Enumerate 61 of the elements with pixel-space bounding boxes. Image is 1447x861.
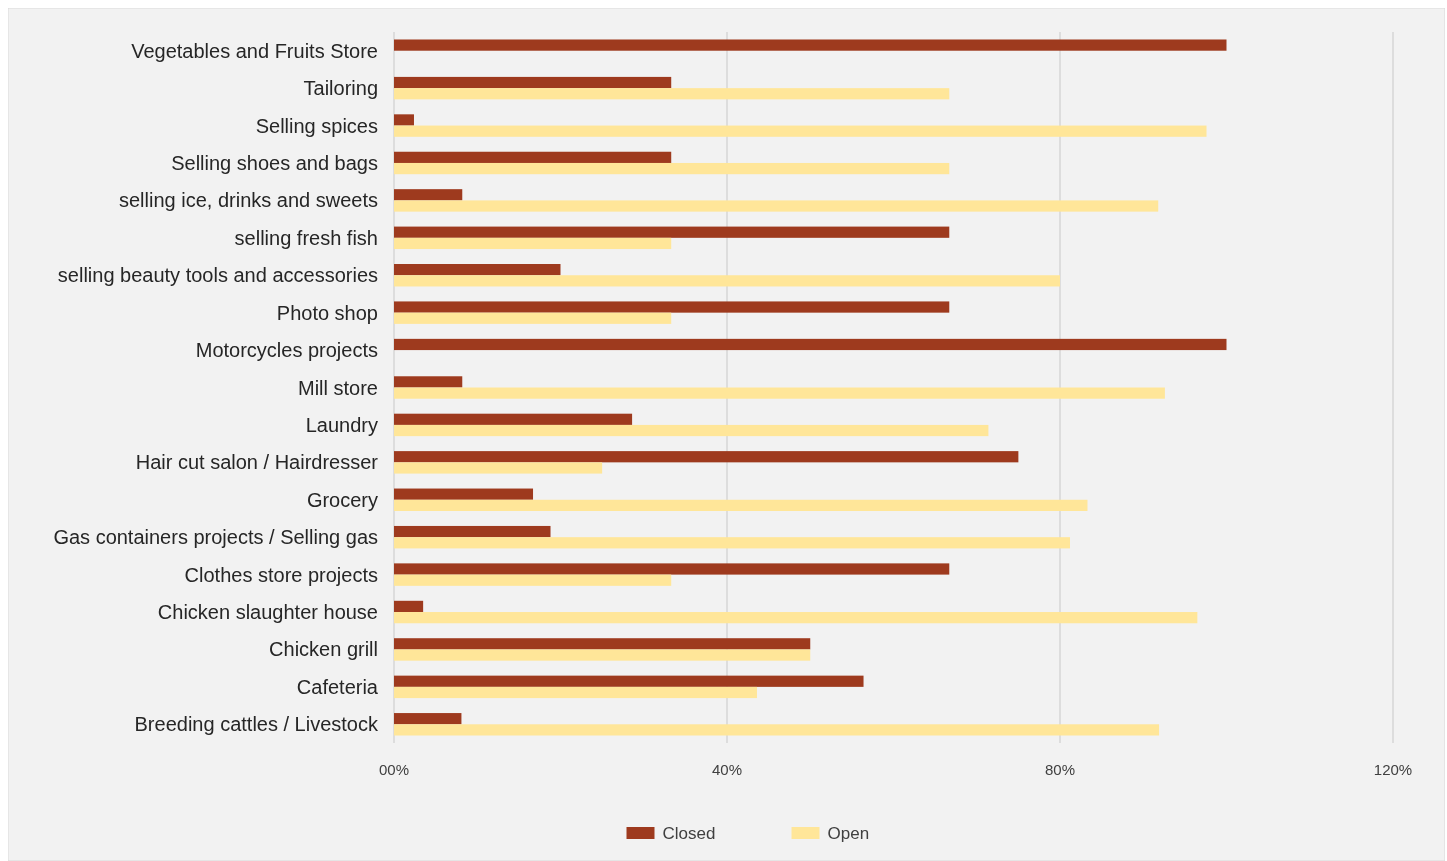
bar — [394, 76, 672, 89]
bar — [394, 713, 462, 725]
y-tick-label: Chicken slaughter house — [157, 601, 378, 624]
x-tick-label: 120% — [1373, 761, 1413, 778]
x-tick-label: 80% — [1044, 761, 1076, 778]
y-tick-label: selling ice, drinks and sweets — [118, 189, 378, 212]
y-tick-label: Selling shoes and bags — [171, 151, 378, 174]
bar — [394, 264, 561, 276]
bar — [394, 39, 1227, 51]
bar — [394, 724, 1160, 736]
bar — [394, 488, 534, 500]
y-tick-label: selling beauty tools and accessories — [57, 264, 378, 287]
x-tick-label: 00% — [378, 761, 410, 778]
bar — [394, 312, 672, 324]
bar — [394, 413, 633, 425]
y-tick-label: Grocery — [306, 488, 378, 511]
bar — [394, 114, 414, 126]
y-tick-label: selling fresh fish — [234, 226, 378, 249]
y-tick-label: Breeding cattles / Livestock — [134, 713, 379, 736]
bar — [394, 88, 950, 100]
y-tick-label: Gas containers projects / Selling gas — [53, 526, 378, 549]
y-tick-label: Selling spices — [255, 114, 378, 137]
bar — [394, 462, 603, 474]
x-tick-label: 40% — [711, 761, 743, 778]
bar — [394, 563, 950, 575]
legend-label: Closed — [662, 823, 716, 843]
bar — [394, 125, 1207, 137]
bar — [394, 537, 1070, 549]
y-tick-label: Laundry — [305, 413, 378, 436]
bar — [394, 275, 1060, 287]
bar — [394, 499, 1088, 511]
bar — [394, 226, 950, 238]
bar — [394, 338, 1227, 351]
bar — [394, 686, 757, 699]
bar — [394, 649, 811, 661]
y-tick-label: Vegetables and Fruits Store — [131, 39, 378, 62]
bar — [394, 525, 551, 538]
y-tick-label: Cafeteria — [296, 675, 379, 698]
bar — [394, 424, 989, 437]
bar — [394, 387, 1165, 399]
bar — [394, 237, 672, 250]
bar — [394, 162, 950, 175]
bar — [394, 574, 672, 586]
bar — [394, 451, 1019, 463]
y-tick-label: Mill store — [297, 376, 378, 399]
bar — [394, 612, 1198, 624]
bar — [394, 301, 950, 313]
bar — [394, 600, 424, 613]
bar — [394, 376, 463, 388]
bar — [394, 675, 864, 687]
y-tick-label: Clothes store projects — [184, 563, 378, 586]
y-tick-label: Photo shop — [276, 301, 378, 324]
y-tick-label: Tailoring — [303, 77, 378, 100]
legend-label: Open — [827, 823, 870, 843]
y-tick-label: Chicken grill — [269, 638, 378, 661]
bar — [394, 189, 463, 201]
y-tick-label: Motorcycles projects — [195, 339, 378, 362]
y-tick-label: Hair cut salon / Hairdresser — [135, 451, 379, 474]
bar — [394, 200, 1159, 212]
bar — [394, 151, 672, 163]
bar — [394, 638, 811, 650]
